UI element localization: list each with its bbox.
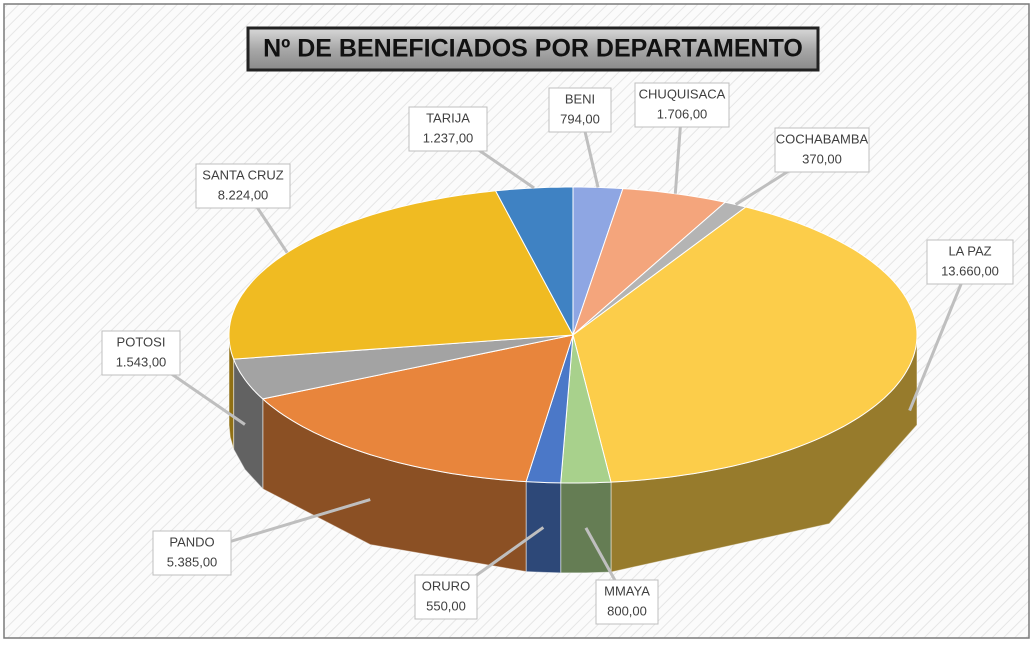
label-box: [774, 127, 870, 173]
data-label: 13.660,00: [941, 263, 999, 278]
data-label-name: BENI: [565, 91, 595, 106]
pie: [228, 186, 918, 574]
data-label: 1.706,00: [657, 106, 708, 121]
label-box: [548, 87, 612, 133]
data-label: 1.237,00: [423, 130, 474, 145]
slice: [232, 334, 574, 400]
data-label: 370,00: [802, 151, 842, 166]
label-box: [634, 82, 730, 128]
label-box: [408, 106, 488, 152]
data-label: 550,00: [426, 598, 466, 613]
data-label-name: COCHABAMBA: [776, 131, 869, 146]
data-label-name: PANDO: [169, 534, 214, 549]
label-box: [152, 530, 232, 576]
data-label-name: LA PAZ: [948, 243, 991, 258]
data-label-name: CHUQUISACA: [639, 86, 726, 101]
slice: [261, 334, 574, 483]
data-label-name: SANTA CRUZ: [202, 167, 283, 182]
data-label: 800,00: [607, 603, 647, 618]
label-box: [195, 163, 291, 209]
slice: [571, 188, 727, 337]
data-label-name: MMAYA: [604, 583, 650, 598]
label-box: [414, 574, 478, 620]
leader-line: [908, 261, 972, 412]
slice: [572, 206, 918, 483]
chart-title: Nº DE BENEFICIADOS POR DEPARTAMENTO: [263, 35, 803, 63]
slice: [560, 334, 612, 484]
slice-side: [525, 481, 562, 574]
data-label-name: POTOSI: [117, 334, 166, 349]
data-label: 1.543,00: [116, 354, 167, 369]
label-box: [926, 239, 1014, 285]
data-label-name: TARIJA: [426, 110, 470, 125]
slice: [494, 186, 574, 336]
data-label: 794,00: [560, 111, 600, 126]
label-box: [101, 330, 181, 376]
data-label-name: ORURO: [422, 578, 470, 593]
title-box: [246, 26, 820, 72]
data-label: 8.224,00: [218, 187, 269, 202]
data-label: 5.385,00: [167, 554, 218, 569]
slice: [228, 190, 574, 360]
label-box: [595, 579, 659, 625]
